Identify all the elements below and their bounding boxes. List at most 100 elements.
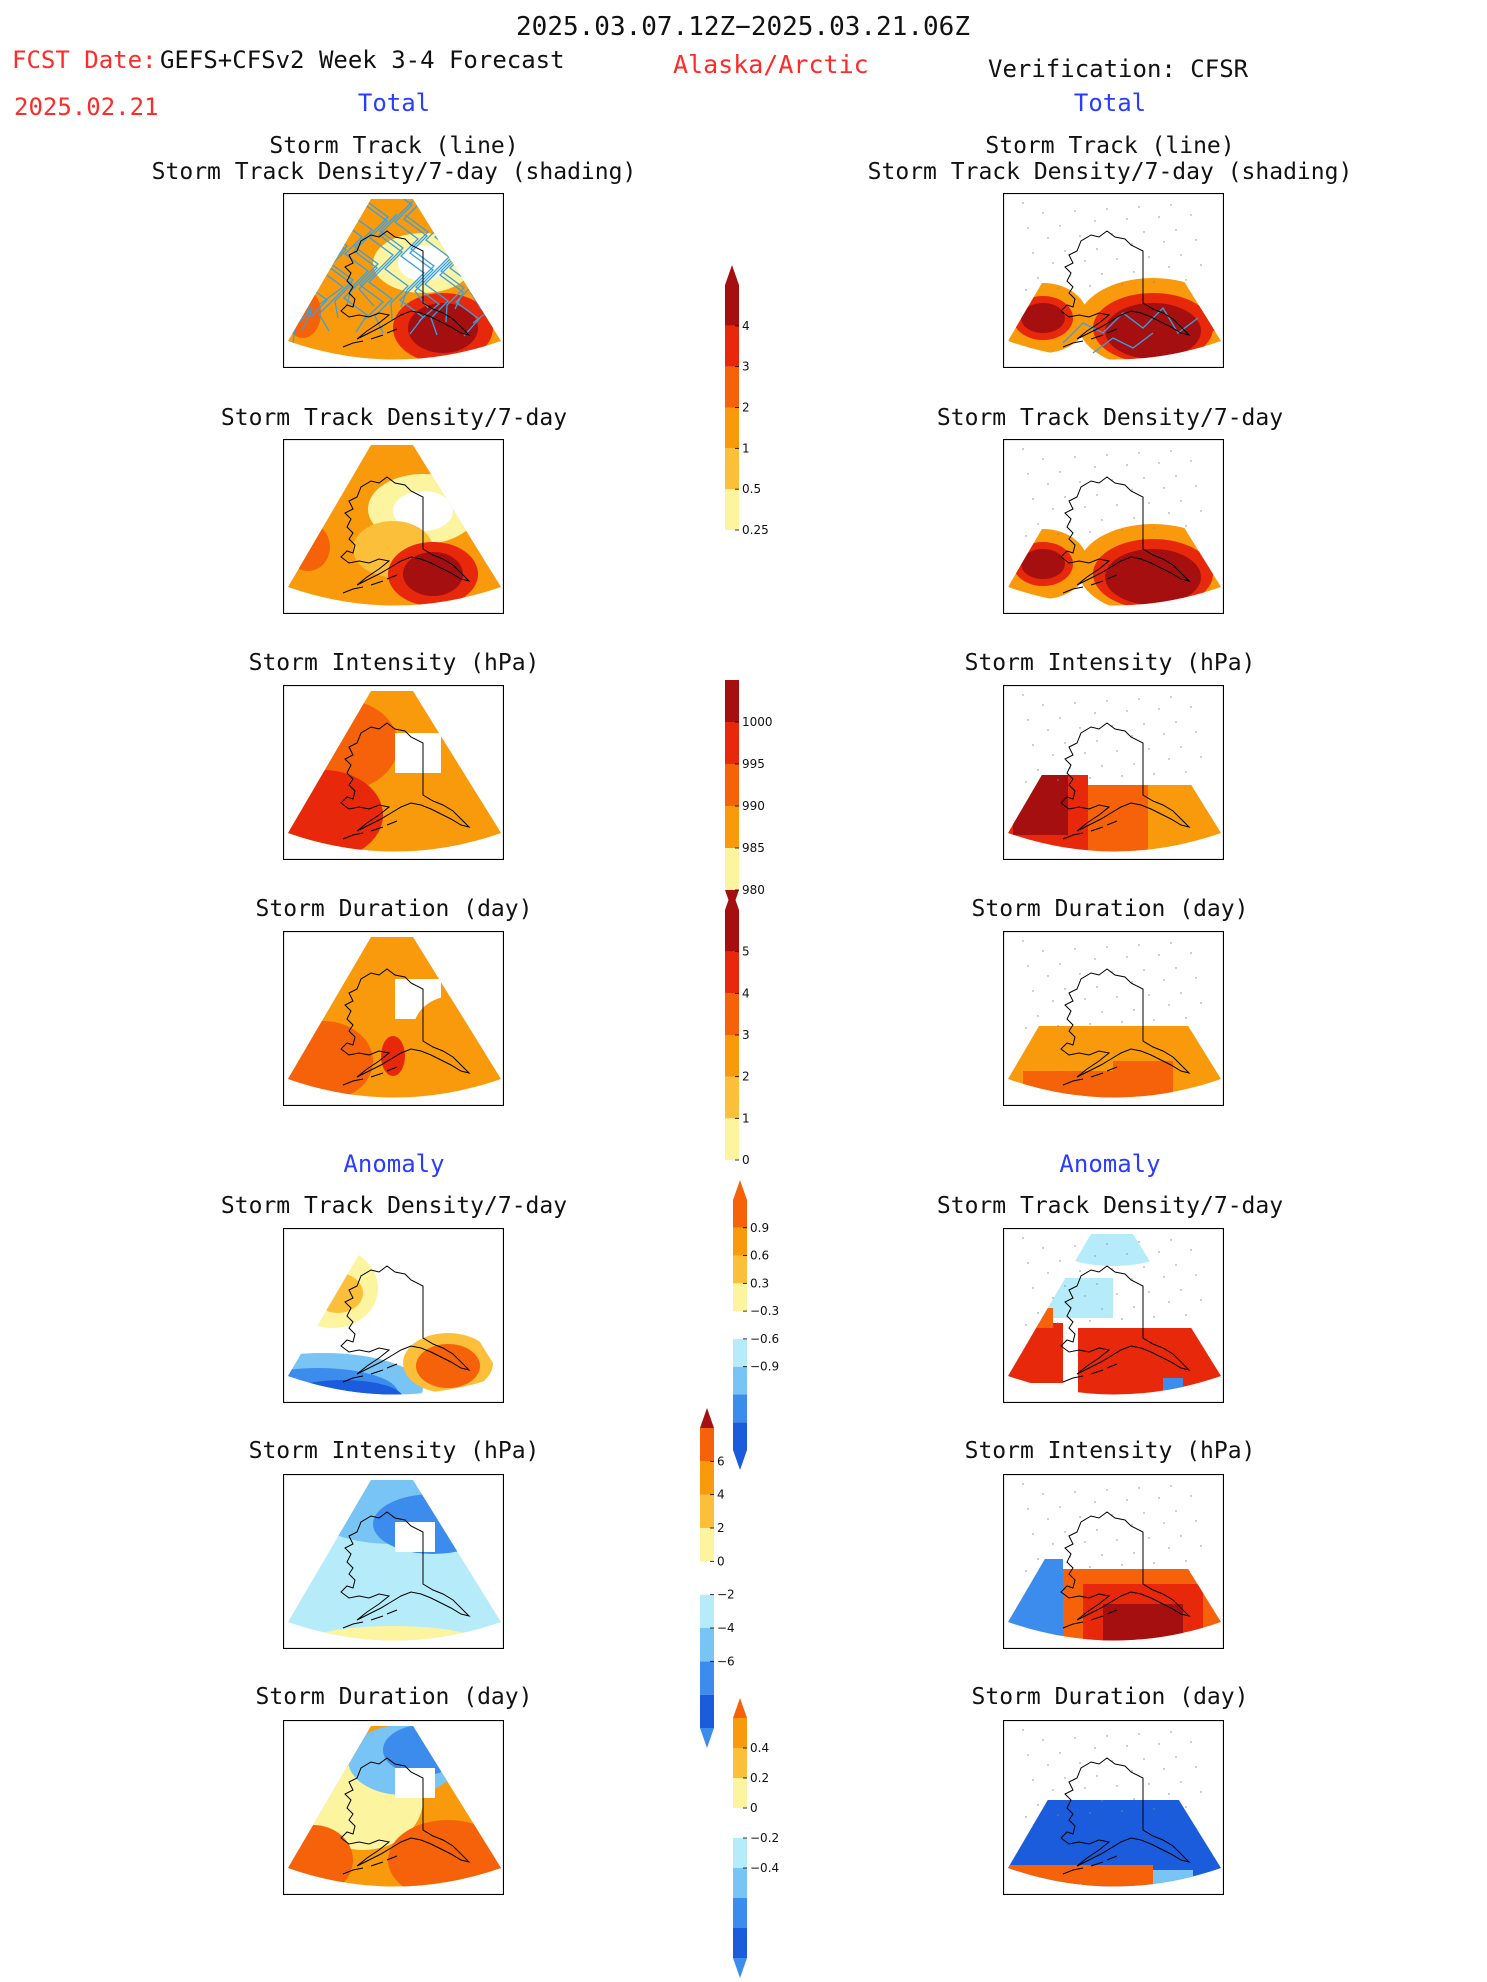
section-total-left: Total — [357, 89, 431, 117]
colorbar-density-anom-swatch — [733, 1227, 747, 1256]
colorbar-duration-anom-swatch — [733, 1718, 747, 1748]
map-duration-anom-cfsr-svg — [1003, 1720, 1224, 1895]
colorbar-intensity-anom-swatch — [700, 1494, 714, 1528]
title-density-anom-left: Storm Track Density/7-day — [220, 1193, 568, 1219]
map-intensity-forecast-svg — [283, 685, 504, 860]
map-intensity-cfsr — [1003, 685, 1224, 860]
colorbar-density-total-tick-label: 0.5 — [742, 482, 761, 496]
colorbar-duration-total-tick-label: 0 — [742, 1153, 750, 1167]
colorbar-duration-anom-tick-label: 0 — [750, 1801, 758, 1815]
colorbar-intensity-anom-swatch — [700, 1694, 714, 1728]
map-intensity-cfsr-svg — [1003, 685, 1224, 860]
section-anomaly-left: Anomaly — [343, 1150, 445, 1178]
colorbar-duration-anom-swatch — [733, 1778, 747, 1808]
colorbar-duration-total-tick-label: 2 — [742, 1070, 750, 1084]
map-density-anom-cfsr — [1003, 1228, 1224, 1403]
title-density-right: Storm Track Density/7-day — [936, 405, 1284, 431]
colorbar-density-anom-swatch — [733, 1311, 747, 1339]
colorbar-intensity-anom-tick-label: −6 — [717, 1654, 735, 1668]
map-intensity-anom-forecast — [283, 1474, 504, 1649]
colorbar-density-total-tick-label: 3 — [742, 360, 750, 374]
colorbar-density-anom: 0.9 0.6 0.3 −0.3 −0.6 −0.9 — [733, 1180, 793, 1474]
colorbar-intensity-total-tick-label: 995 — [742, 757, 765, 771]
colorbar-duration-total-swatch — [725, 993, 739, 1035]
colorbar-intensity-total-tick-label: 985 — [742, 841, 765, 855]
colorbar-duration-total-swatch — [725, 951, 739, 994]
title-density-left: Storm Track Density/7-day — [220, 405, 568, 431]
title-track-shading-right: Storm Track Density/7-day (shading) — [867, 159, 1353, 185]
map-track-line-cfsr-svg — [1003, 193, 1224, 368]
section-total-right: Total — [1073, 89, 1147, 117]
colorbar-density-anom-swatch — [733, 1366, 747, 1395]
colorbar-intensity-anom-tick-label: 6 — [717, 1454, 725, 1468]
colorbar-duration-anom-swatch — [733, 1808, 747, 1838]
colorbar-density-anom-swatch — [733, 1200, 747, 1228]
colorbar-duration-anom-swatch — [733, 1898, 747, 1928]
verification-label: Verification: CFSR — [988, 55, 1249, 83]
colorbar-density-total-tick-label: 0.25 — [742, 523, 769, 537]
colorbar-duration-anom-swatch — [733, 1748, 747, 1778]
colorbar-duration-total-swatch — [725, 1118, 739, 1160]
map-duration-anom-cfsr — [1003, 1720, 1224, 1895]
colorbar-duration-total-tick-label: 4 — [742, 986, 750, 1000]
title-track-line-right: Storm Track (line) — [985, 133, 1235, 159]
fcst-date-label: FCST Date: — [12, 46, 157, 74]
colorbar-intensity-anom-tick-label: −4 — [717, 1621, 735, 1635]
colorbar-duration-anom-tick-label: 0.4 — [750, 1741, 769, 1755]
colorbar-duration-anom-swatch — [733, 1928, 747, 1958]
colorbar-duration-total-tick-label: 3 — [742, 1028, 750, 1042]
colorbar-density-anom-tick-label: 0.9 — [750, 1221, 769, 1235]
colorbar-intensity-total-swatch — [725, 764, 739, 806]
title-duration-anom-right: Storm Duration (day) — [971, 1684, 1249, 1710]
region-label: Alaska/Arctic — [673, 50, 869, 79]
colorbar-intensity-total-svg: 1000 995 990 985 980 — [725, 680, 773, 910]
section-anomaly-right: Anomaly — [1059, 1150, 1161, 1178]
title-intensity-right: Storm Intensity (hPa) — [964, 650, 1256, 676]
colorbar-intensity-anom-swatch — [700, 1594, 714, 1628]
colorbar-intensity-anom-svg: 6 4 2 0 −2 −4 −6 — [700, 1408, 735, 1748]
colorbar-intensity-anom-tick-label: 4 — [717, 1488, 725, 1502]
colorbar-intensity-anom-swatch — [700, 1428, 714, 1462]
colorbar-duration-total-swatch — [725, 1035, 739, 1077]
colorbar-density-anom-tick-label: −0.3 — [750, 1304, 779, 1318]
colorbar-density-total-swatch — [725, 448, 739, 490]
map-density-cfsr — [1003, 439, 1224, 614]
colorbar-density-anom-tick-label: −0.9 — [750, 1360, 779, 1374]
colorbar-intensity-anom-swatch — [700, 1661, 714, 1695]
model-label: GEFS+CFSv2 Week 3-4 Forecast — [160, 46, 565, 74]
map-track-line-cfsr — [1003, 193, 1224, 368]
colorbar-density-total: 4 3 2 1 0.5 0.25 — [725, 265, 785, 554]
colorbar-density-anom-tick-label: −0.6 — [750, 1332, 779, 1346]
map-density-cfsr-svg — [1003, 439, 1224, 614]
colorbar-density-total-swatch — [725, 285, 739, 326]
map-density-anom-forecast-svg — [283, 1228, 504, 1403]
title-density-anom-right: Storm Track Density/7-day — [936, 1193, 1284, 1219]
colorbar-duration-total-swatch — [725, 910, 739, 952]
colorbar-intensity-total-swatch — [725, 680, 739, 722]
colorbar-density-total-swatch — [725, 407, 739, 449]
colorbar-density-total-tick-label: 2 — [742, 401, 750, 415]
title-intensity-anom-right: Storm Intensity (hPa) — [964, 1438, 1256, 1464]
colorbar-density-total-swatch — [725, 366, 739, 408]
colorbar-intensity-anom-swatch — [700, 1528, 714, 1562]
map-duration-forecast-svg — [283, 931, 504, 1106]
colorbar-density-total-swatch — [725, 489, 739, 530]
map-duration-cfsr — [1003, 931, 1224, 1106]
fcst-date-value: 2025.02.21 — [14, 93, 159, 121]
colorbar-duration-anom: 0.4 0.2 0 −0.2 −0.4 — [733, 1698, 793, 1982]
colorbar-density-total-svg: 4 3 2 1 0.5 0.25 — [725, 265, 769, 537]
colorbar-duration-total-tick-label: 5 — [742, 945, 750, 959]
colorbar-density-anom-swatch — [733, 1422, 747, 1450]
colorbar-duration-total-tick-label: 1 — [742, 1111, 750, 1125]
map-density-forecast-svg — [283, 439, 504, 614]
title-duration-right: Storm Duration (day) — [971, 896, 1249, 922]
colorbar-duration-total: 5 4 3 2 1 0 — [725, 890, 785, 1184]
map-density-anom-forecast — [283, 1228, 504, 1403]
colorbar-intensity-anom-swatch — [700, 1628, 714, 1662]
map-duration-cfsr-svg — [1003, 931, 1224, 1106]
colorbar-intensity-total-tick-label: 1000 — [742, 715, 773, 729]
colorbar-intensity-anom-swatch — [700, 1461, 714, 1495]
map-track-line-forecast-svg — [283, 193, 504, 368]
title-track-line-left: Storm Track (line) — [269, 133, 519, 159]
title-duration-anom-left: Storm Duration (day) — [255, 1684, 533, 1710]
